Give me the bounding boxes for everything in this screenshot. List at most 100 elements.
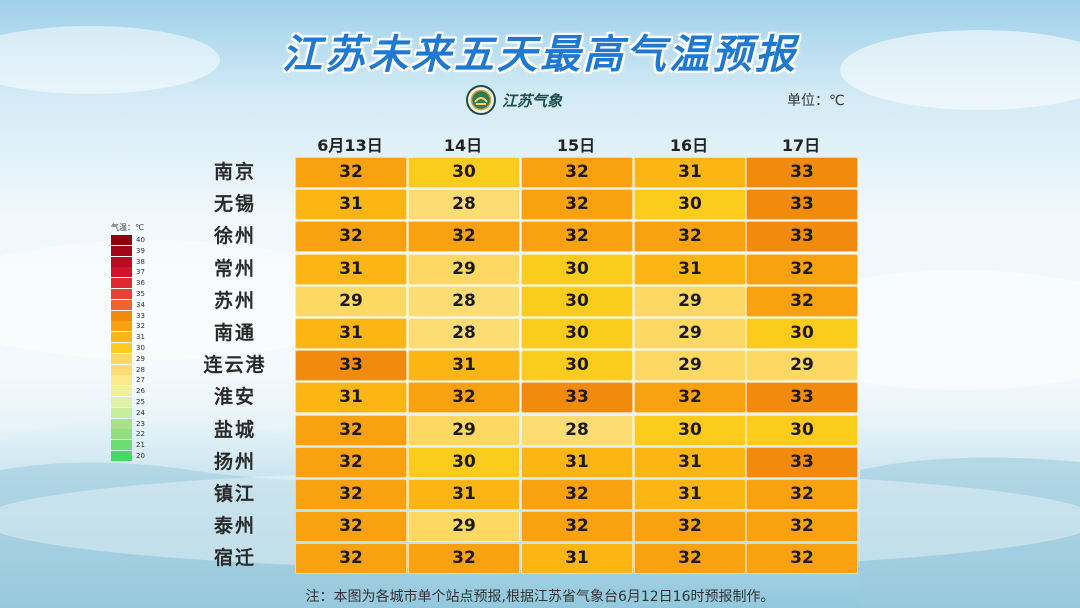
legend-swatch bbox=[111, 440, 132, 450]
city-label: 南通 bbox=[213, 322, 256, 344]
legend-label: 32 bbox=[136, 322, 145, 330]
logo: 江苏气象 bbox=[466, 84, 562, 116]
day-header: 17日 bbox=[781, 136, 821, 155]
legend-label: 22 bbox=[136, 430, 145, 438]
temperature-cell: 32 bbox=[746, 511, 858, 542]
legend-label: 28 bbox=[136, 366, 145, 374]
legend-label: 31 bbox=[136, 333, 145, 341]
legend-swatch bbox=[111, 300, 132, 310]
temperature-cell: 29 bbox=[634, 286, 746, 317]
temperature-cell: 32 bbox=[634, 221, 746, 252]
legend-label: 25 bbox=[136, 398, 145, 406]
legend-swatch bbox=[111, 419, 132, 429]
legend-swatch bbox=[111, 321, 132, 331]
temperature-cell: 29 bbox=[408, 254, 520, 285]
temperature-cell: 31 bbox=[295, 382, 407, 413]
legend-swatch bbox=[111, 397, 132, 407]
temperature-cell: 31 bbox=[408, 479, 520, 510]
temperature-cell: 32 bbox=[746, 543, 858, 574]
temperature-cell: 33 bbox=[746, 221, 858, 252]
temperature-cell: 30 bbox=[634, 415, 746, 446]
temperature-cell: 31 bbox=[634, 447, 746, 478]
city-label: 徐州 bbox=[213, 225, 256, 247]
temperature-cell: 32 bbox=[295, 511, 407, 542]
legend-swatch bbox=[111, 311, 132, 321]
legend-label: 30 bbox=[136, 344, 145, 352]
temperature-cell: 28 bbox=[408, 286, 520, 317]
temperature-cell: 29 bbox=[408, 511, 520, 542]
legend-label: 39 bbox=[136, 247, 145, 255]
temperature-cell: 30 bbox=[634, 189, 746, 220]
temperature-cell: 32 bbox=[295, 543, 407, 574]
page-title: 江苏未来五天最高气温预报 bbox=[282, 32, 798, 78]
legend-swatch bbox=[111, 354, 132, 364]
legend-label: 24 bbox=[136, 409, 145, 417]
legend-swatch bbox=[111, 246, 132, 256]
temperature-cell: 32 bbox=[521, 511, 633, 542]
temperature-cell: 32 bbox=[295, 479, 407, 510]
legend-label: 20 bbox=[136, 452, 145, 460]
legend-swatch bbox=[111, 257, 132, 267]
temperature-cell: 29 bbox=[634, 350, 746, 381]
legend-swatch bbox=[111, 332, 132, 342]
legend-label: 21 bbox=[136, 441, 145, 449]
city-label: 宿迁 bbox=[213, 547, 256, 569]
temperature-cell: 31 bbox=[295, 318, 407, 349]
footnote: 注：本图为各城市单个站点预报,根据江苏省气象台6月12日16时预报制作。 bbox=[305, 589, 775, 605]
temperature-cell: 30 bbox=[521, 318, 633, 349]
temperature-cell: 31 bbox=[521, 543, 633, 574]
temperature-cell: 31 bbox=[521, 447, 633, 478]
jiangsu-weather-emblem-icon bbox=[466, 85, 496, 115]
legend-label: 34 bbox=[136, 301, 145, 309]
temperature-cell: 32 bbox=[634, 382, 746, 413]
day-header: 15日 bbox=[556, 136, 596, 155]
city-label: 泰州 bbox=[213, 515, 256, 537]
temperature-cell: 32 bbox=[408, 543, 520, 574]
temperature-cell: 32 bbox=[408, 382, 520, 413]
legend-swatch bbox=[111, 375, 132, 385]
temperature-cell: 33 bbox=[521, 382, 633, 413]
legend-swatch bbox=[111, 429, 132, 439]
temperature-cell: 32 bbox=[521, 479, 633, 510]
legend-title: 气温：℃ bbox=[111, 223, 144, 232]
temperature-cell: 32 bbox=[295, 221, 407, 252]
temperature-cell: 33 bbox=[746, 157, 858, 188]
temperature-cell: 32 bbox=[521, 157, 633, 188]
temperature-cell: 30 bbox=[746, 318, 858, 349]
temperature-cell: 30 bbox=[746, 415, 858, 446]
temperature-cell: 32 bbox=[408, 221, 520, 252]
day-header: 16日 bbox=[669, 136, 709, 155]
legend-swatch bbox=[111, 386, 132, 396]
legend-label: 40 bbox=[136, 236, 145, 244]
city-label: 常州 bbox=[213, 258, 256, 280]
temperature-cell: 31 bbox=[408, 350, 520, 381]
city-label: 南京 bbox=[213, 161, 256, 183]
legend-label: 33 bbox=[136, 312, 145, 320]
temperature-cell: 32 bbox=[746, 254, 858, 285]
temperature-cell: 33 bbox=[746, 382, 858, 413]
city-label: 连云港 bbox=[203, 354, 267, 376]
legend-label: 35 bbox=[136, 290, 145, 298]
temperature-cell: 33 bbox=[295, 350, 407, 381]
temperature-cell: 29 bbox=[634, 318, 746, 349]
temperature-cell: 33 bbox=[746, 447, 858, 478]
temperature-cell: 32 bbox=[521, 221, 633, 252]
legend-label: 26 bbox=[136, 387, 145, 395]
temperature-cell: 31 bbox=[634, 479, 746, 510]
temperature-cell: 32 bbox=[634, 543, 746, 574]
temperature-cell: 31 bbox=[634, 254, 746, 285]
day-header: 6月13日 bbox=[317, 136, 383, 155]
legend-label: 29 bbox=[136, 355, 145, 363]
temperature-cell: 32 bbox=[295, 447, 407, 478]
legend-swatch bbox=[111, 267, 132, 277]
temperature-cell: 30 bbox=[408, 447, 520, 478]
temperature-cell: 31 bbox=[295, 254, 407, 285]
temperature-cell: 31 bbox=[634, 157, 746, 188]
city-label: 盐城 bbox=[213, 419, 256, 441]
temperature-cell: 32 bbox=[295, 415, 407, 446]
temperature-cell: 29 bbox=[295, 286, 407, 317]
city-label: 苏州 bbox=[213, 290, 256, 312]
temperature-cell: 31 bbox=[295, 189, 407, 220]
temperature-cell: 30 bbox=[521, 286, 633, 317]
legend-swatch bbox=[111, 408, 132, 418]
